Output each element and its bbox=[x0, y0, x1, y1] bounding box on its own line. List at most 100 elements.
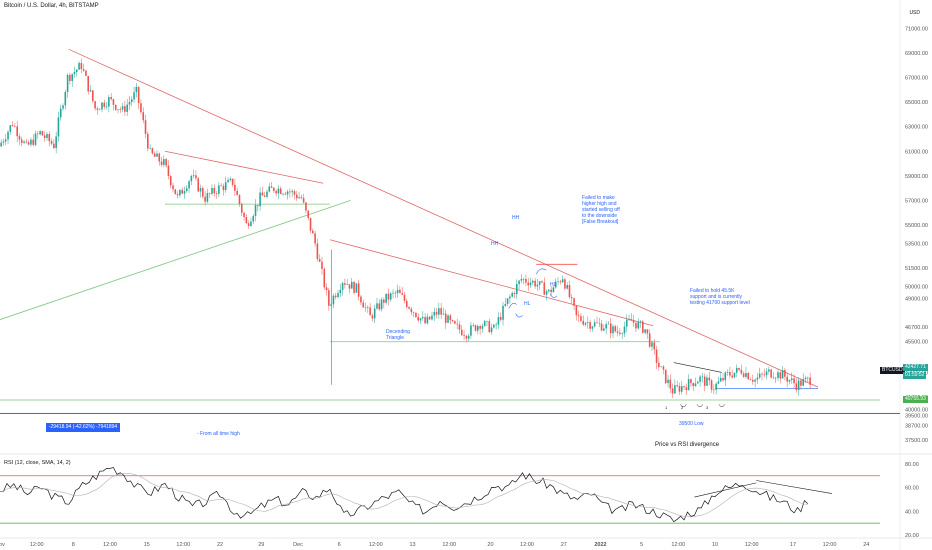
candle-body bbox=[309, 217, 312, 231]
candle-body bbox=[575, 305, 578, 316]
candle-body bbox=[332, 295, 335, 305]
time-tick-label: 27 bbox=[561, 542, 567, 548]
candle-body bbox=[685, 387, 688, 391]
annotation-num-2: 2 bbox=[681, 405, 684, 410]
candle-body bbox=[119, 109, 122, 110]
price-tick-label: 38700.00 bbox=[905, 423, 928, 429]
candle-body bbox=[211, 187, 213, 194]
candle-body bbox=[181, 189, 183, 194]
annotation-failed-hold: Failed to hold 45.5K support and is curr… bbox=[690, 288, 750, 306]
candle-body bbox=[401, 293, 403, 295]
candle-body bbox=[632, 320, 635, 323]
candle-body bbox=[78, 62, 80, 70]
time-tick-label: 20 bbox=[487, 542, 493, 548]
candle-body bbox=[314, 233, 316, 244]
price-tick-label: 40000.00 bbox=[905, 407, 928, 413]
candle-body bbox=[215, 193, 218, 194]
candle-body bbox=[208, 193, 211, 194]
candle-body bbox=[284, 193, 287, 195]
annotation-shapes bbox=[0, 263, 900, 414]
annotation-hh-2: HH bbox=[512, 215, 520, 221]
candle-body bbox=[362, 302, 365, 308]
candle-body bbox=[385, 293, 387, 303]
rsi-title: RSI (12, close, SMA, 14, 2) bbox=[4, 460, 71, 466]
candle-body bbox=[433, 311, 436, 316]
candle-body bbox=[282, 193, 284, 195]
candle-body bbox=[57, 117, 60, 137]
time-tick-label: 6 bbox=[338, 542, 341, 548]
candle-body bbox=[312, 230, 314, 234]
annotation-low: 39500 Low bbox=[679, 421, 704, 427]
candle-body bbox=[169, 175, 172, 186]
candle-body bbox=[745, 372, 747, 377]
candle-body bbox=[694, 383, 697, 387]
candle-body bbox=[440, 308, 442, 315]
candle-body bbox=[538, 281, 541, 285]
candle-body bbox=[664, 369, 667, 383]
price-tick-label: 53500.00 bbox=[905, 241, 928, 247]
candle-body bbox=[254, 205, 257, 217]
candle-body bbox=[80, 62, 83, 70]
candle-body bbox=[564, 279, 566, 289]
candle-body bbox=[103, 102, 106, 107]
candle-body bbox=[185, 188, 188, 192]
candle-body bbox=[534, 280, 536, 287]
candle-body bbox=[550, 289, 552, 293]
candle-body bbox=[133, 92, 135, 100]
candle-body bbox=[795, 383, 798, 391]
candle-body bbox=[355, 283, 358, 293]
btcusd-badge: BTCUSD bbox=[880, 367, 905, 374]
candle-body bbox=[234, 184, 236, 191]
rsi-tick-label: 20.00 bbox=[905, 533, 919, 539]
candle-body bbox=[238, 195, 241, 204]
candle-body bbox=[715, 383, 717, 390]
time-axis[interactable]: Nov 12:00 8 12:00 15 12:00 22 29 Dec 6 12:00 13 12:0… bbox=[0, 542, 869, 548]
candle-body bbox=[580, 316, 582, 321]
time-tick-label: 13 bbox=[409, 542, 415, 548]
candle-body bbox=[717, 381, 720, 384]
candle-body bbox=[82, 69, 85, 71]
annotation-num-1: 1 bbox=[665, 405, 668, 410]
candle-body bbox=[646, 329, 649, 334]
annotation-divergence: Price vs RSI divergence bbox=[655, 442, 720, 448]
candle-body bbox=[341, 283, 344, 290]
candle-body bbox=[190, 175, 193, 182]
price-tick-label: 51500.00 bbox=[905, 266, 928, 272]
candle-body bbox=[667, 379, 669, 383]
candle-body bbox=[339, 289, 342, 294]
candle-body bbox=[69, 74, 71, 81]
candle-body bbox=[396, 289, 399, 294]
time-tick-label: 5 bbox=[640, 542, 643, 548]
candle-body bbox=[300, 197, 303, 199]
candle-body bbox=[765, 371, 768, 376]
candle-body bbox=[85, 70, 87, 76]
candle-body bbox=[735, 367, 738, 373]
candle-body bbox=[334, 295, 337, 298]
candle-body bbox=[105, 106, 108, 108]
current-price-badge: 42427.71 bbox=[903, 364, 928, 371]
candle-body bbox=[710, 380, 713, 390]
candle-body bbox=[774, 377, 777, 379]
candle-body bbox=[779, 372, 782, 379]
candle-body bbox=[662, 366, 665, 370]
candle-body bbox=[431, 315, 433, 320]
candle-body bbox=[690, 379, 692, 384]
candle-body bbox=[786, 376, 788, 382]
price-axis[interactable]: 71000.00 69000.00 67000.00 65000.00 63000.00… bbox=[905, 26, 928, 444]
time-tick-label: 12:00 bbox=[520, 542, 534, 548]
candle-body bbox=[790, 378, 793, 380]
candle-body bbox=[630, 319, 633, 321]
candle-body bbox=[37, 133, 39, 135]
candle-body bbox=[142, 112, 145, 121]
candle-body bbox=[713, 389, 715, 391]
candle-body bbox=[527, 282, 530, 286]
candle-body bbox=[240, 203, 243, 213]
candle-body bbox=[259, 192, 261, 207]
rsi-axis[interactable]: 80.00 60.00 40.00 20.00 bbox=[905, 462, 919, 539]
candle-body bbox=[697, 381, 699, 384]
candle-body bbox=[73, 71, 76, 75]
candle-body bbox=[128, 101, 131, 105]
candle-body bbox=[444, 313, 447, 323]
candle-body bbox=[117, 109, 119, 110]
candle-body bbox=[671, 388, 674, 394]
